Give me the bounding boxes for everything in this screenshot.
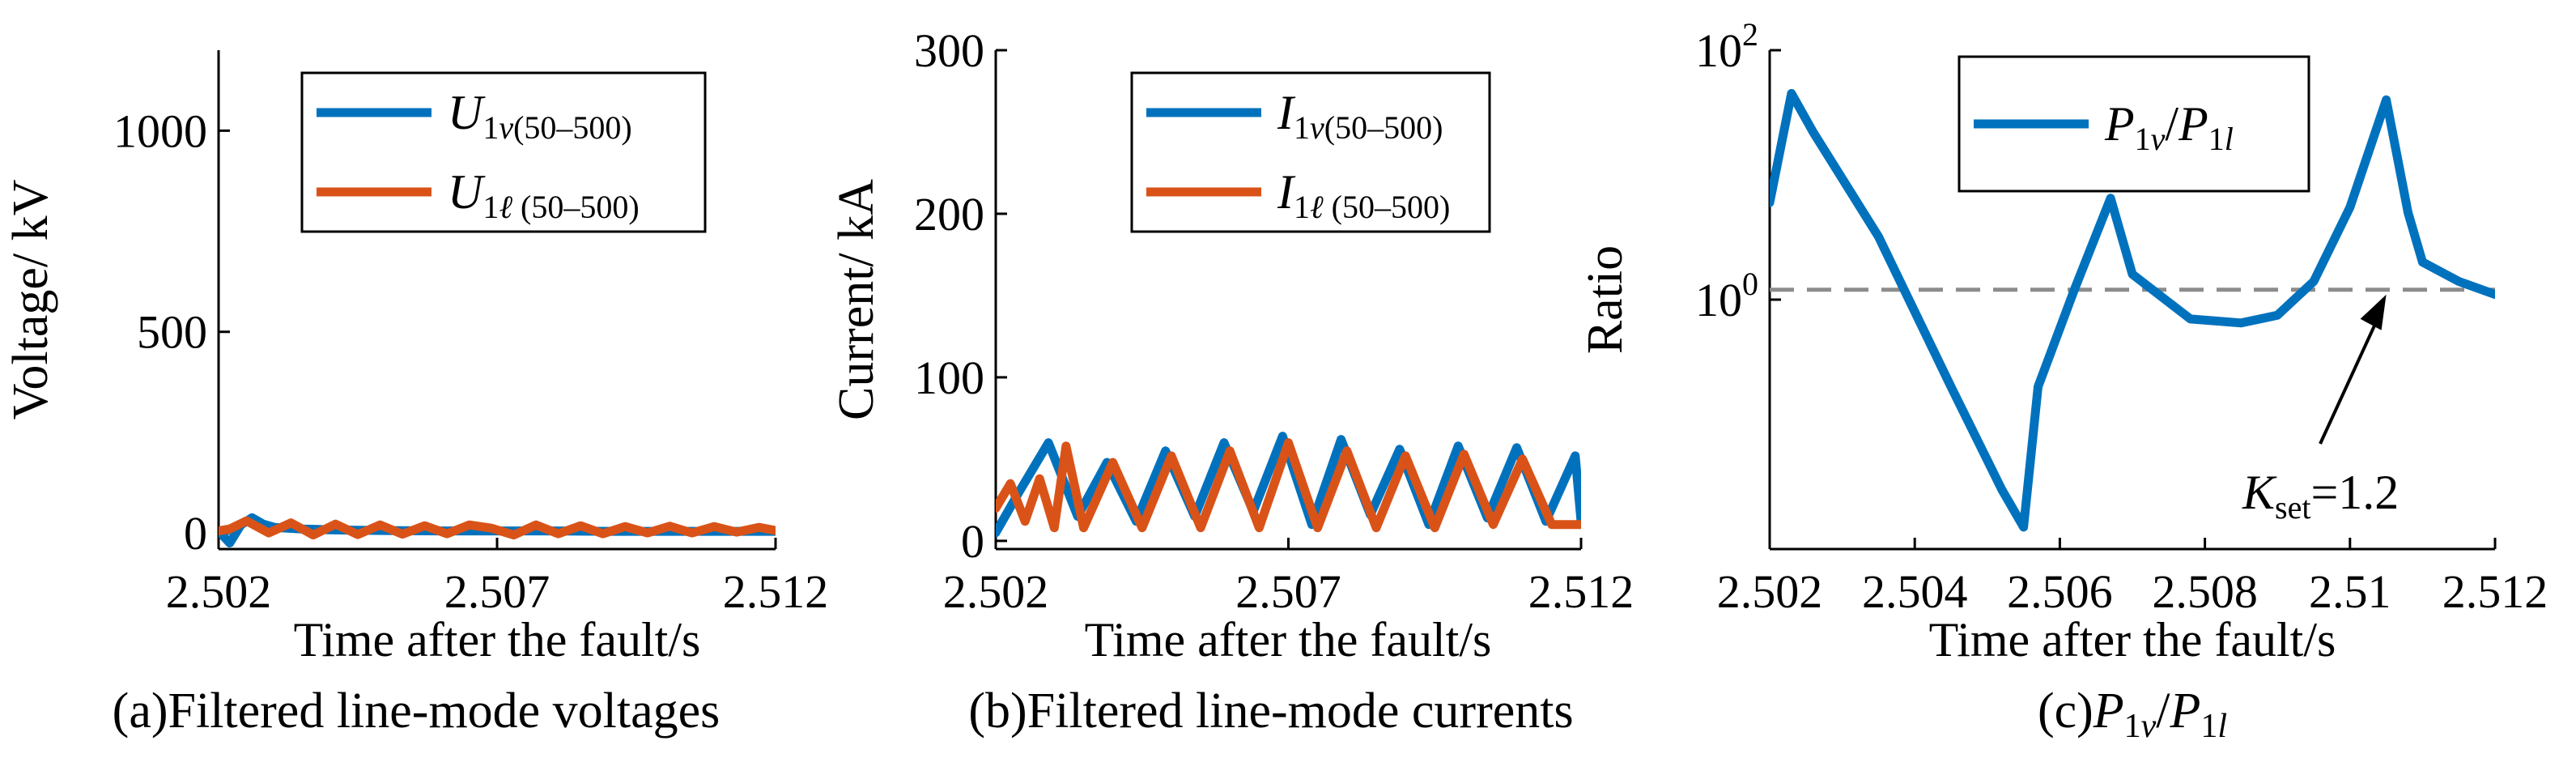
legend-label: U1ℓ (50–500): [448, 165, 640, 225]
series-group: [219, 513, 776, 547]
panel-a: 2.502 2.507 2.512 0 500 1000 U1v(50–500) U1ℓ (5…: [3, 50, 828, 739]
series-line-2: [219, 516, 776, 540]
y-tick-label: 200: [914, 188, 984, 241]
x-tick-label: 2.502: [943, 565, 1049, 618]
x-tick-label: 2.506: [2007, 565, 2113, 618]
y-tick-label: 1000: [113, 104, 207, 157]
panel-caption: (c)P1v/P1l: [2038, 683, 2227, 745]
legend-label: P1v/P1l: [2104, 97, 2234, 157]
x-tick-label: 2.507: [444, 565, 550, 618]
x-tick-label: 2.504: [1862, 565, 1968, 618]
y-tick-label: 100: [914, 351, 984, 404]
y-tick-label: 0: [184, 507, 207, 560]
x-axis-label: Time after the fault/s: [1929, 613, 2336, 666]
arrow-head: [2360, 294, 2387, 330]
series-line-2: [996, 438, 1581, 533]
y-axis-label: Voltage/ kV: [3, 179, 58, 419]
y-tick-label: 100: [1695, 266, 1758, 326]
series-group: [1770, 88, 2495, 532]
panel-c: 2.502 2.504 2.506 2.508 2.51 2.512 100 102 P1v/P…: [1578, 16, 2548, 745]
x-axis-label: Time after the fault/s: [1085, 613, 1492, 666]
x-tick-label: 2.502: [1717, 565, 1823, 618]
y-axis-label: Ratio: [1578, 245, 1633, 354]
legend-box: [300, 71, 707, 233]
legend: P1v/P1l: [1958, 55, 2310, 193]
y-axis-label: Current/ kA: [829, 179, 884, 420]
x-tick-label: 2.508: [2152, 565, 2258, 618]
x-axis-label: Time after the fault/s: [294, 613, 701, 666]
legend-label: U1v(50–500): [448, 86, 632, 146]
x-tick-label: 2.51: [2309, 565, 2391, 618]
panel-b: 2.502 2.507 2.512 0 100 200 300 I1v(50–500) I1ℓ …: [829, 24, 1634, 739]
legend-box: [1130, 71, 1491, 233]
panel-caption: (a)Filtered line-mode voltages: [113, 683, 721, 739]
series-line-1: [1770, 88, 2495, 532]
arrow-shaft: [2319, 313, 2382, 445]
legend: U1v(50–500) U1ℓ (50–500): [300, 71, 707, 233]
x-tick-label: 2.512: [723, 565, 829, 618]
y-tick-label: 102: [1695, 16, 1758, 77]
x-tick-label: 2.507: [1235, 565, 1341, 618]
x-tick-label: 2.512: [2442, 565, 2548, 618]
legend-label: I1v(50–500): [1277, 86, 1443, 146]
legend: I1v(50–500) I1ℓ (50–500): [1130, 71, 1491, 233]
y-tick-label: 0: [961, 515, 984, 568]
annotation-arrow: [2319, 294, 2387, 445]
series-group: [996, 432, 1581, 538]
kset-label: Kset=1.2: [2242, 466, 2399, 526]
x-tick-label: 2.502: [166, 565, 272, 618]
panel-caption: (b)Filtered line-mode currents: [968, 683, 1573, 739]
y-tick-label: 300: [914, 24, 984, 77]
x-tick-label: 2.512: [1528, 565, 1634, 618]
legend-label: I1ℓ (50–500): [1277, 165, 1450, 225]
y-tick-label: 500: [137, 306, 207, 359]
